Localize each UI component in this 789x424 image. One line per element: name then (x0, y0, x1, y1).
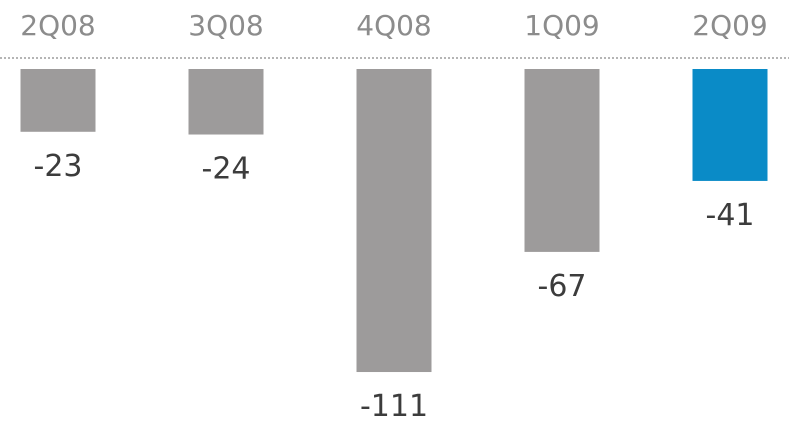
bars (20, 69, 768, 373)
value-label-4q08: -111 (360, 389, 428, 424)
category-label-4q08: 4Q08 (356, 9, 431, 42)
value-label-2q09: -41 (706, 198, 755, 233)
bar-3q08 (188, 69, 264, 135)
bar-2q09 (692, 69, 768, 181)
bar-2q08 (20, 69, 96, 132)
value-labels: -23 -24 -111 -67 -41 (34, 149, 755, 424)
bar-4q08 (356, 69, 432, 373)
value-label-2q08: -23 (34, 149, 83, 184)
category-label-1q09: 1Q09 (524, 9, 599, 42)
value-label-1q09: -67 (538, 269, 587, 304)
value-label-3q08: -24 (202, 152, 251, 187)
category-label-2q08: 2Q08 (20, 9, 95, 42)
category-label-3q08: 3Q08 (188, 9, 263, 42)
category-labels: 2Q08 3Q08 4Q08 1Q09 2Q09 (20, 9, 767, 42)
bar-1q09 (524, 69, 600, 252)
category-label-2q09: 2Q09 (692, 9, 767, 42)
